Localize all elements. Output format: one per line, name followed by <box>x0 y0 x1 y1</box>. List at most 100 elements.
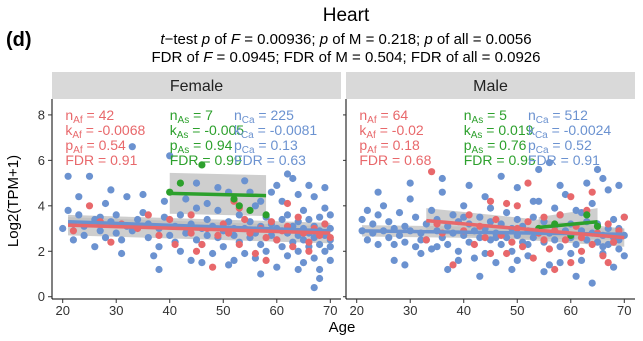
point-ca-male <box>444 222 452 230</box>
point-ca-female <box>310 254 318 262</box>
point-ca-male <box>481 249 489 258</box>
point-ca-female <box>101 199 110 208</box>
point-ca-male <box>476 234 484 242</box>
point-ca-male <box>567 249 575 258</box>
point-af-male <box>486 249 495 258</box>
strip-female <box>52 72 341 99</box>
annotation-n-ca-male: nCa = 512 <box>528 107 588 126</box>
point-ca-male <box>615 245 623 253</box>
point-ca-male <box>551 236 559 244</box>
point-ca-male <box>492 259 500 267</box>
point-af-male <box>519 243 527 251</box>
point-ca-male <box>583 179 591 187</box>
point-ca-male <box>556 181 564 189</box>
point-ca-female <box>214 206 222 214</box>
annotation-n-ca-female: nCa = 225 <box>234 107 294 126</box>
point-ca-female <box>257 270 265 278</box>
x-tick-label-female: 40 <box>163 303 177 318</box>
point-ca-female <box>182 195 190 203</box>
point-af-male <box>449 261 457 269</box>
y-tick-label: 6 <box>38 153 45 168</box>
strip-label-female: Female <box>170 78 223 95</box>
point-ca-female <box>134 215 142 224</box>
point-ca-male <box>374 188 382 196</box>
point-ca-male <box>412 213 420 221</box>
y-tick-label: 4 <box>38 198 45 213</box>
point-ca-male <box>417 236 425 244</box>
point-af-female <box>305 247 313 255</box>
point-af-female <box>187 229 195 237</box>
annotation-fdr-ca-male: FDR = 0.91 <box>528 152 600 168</box>
point-af-male <box>481 234 489 242</box>
point-as-female <box>246 206 254 214</box>
point-af-male <box>524 218 532 226</box>
point-ca-female <box>278 215 286 224</box>
point-ca-female <box>278 243 286 251</box>
annotation-fdr-as-male: FDR = 0.95 <box>464 152 536 168</box>
point-ca-male <box>395 231 404 239</box>
point-ca-female <box>316 213 324 221</box>
point-ca-male <box>401 222 409 230</box>
point-af-male <box>503 199 511 208</box>
point-af-male <box>588 188 596 196</box>
point-ca-female <box>112 211 120 219</box>
point-ca-male <box>460 213 468 221</box>
point-as-female <box>198 161 206 169</box>
point-af-male <box>529 254 537 262</box>
x-tick-label-male: 20 <box>349 303 363 318</box>
point-af-male <box>422 236 430 244</box>
point-af-male <box>610 238 618 246</box>
point-ca-female <box>118 249 126 258</box>
point-af-female <box>326 234 334 242</box>
point-ca-female <box>326 256 334 264</box>
point-ca-female <box>273 263 281 271</box>
point-af-male <box>556 211 564 219</box>
point-ca-female <box>294 265 302 274</box>
x-tick-label-female: 50 <box>216 303 230 318</box>
point-ca-female <box>310 284 318 292</box>
subtitle-line-1: t−test p of F = 0.00936; p of M = 0.218;… <box>160 31 531 48</box>
point-ca-female <box>176 247 184 255</box>
x-tick-label-male: 70 <box>617 303 631 318</box>
point-ca-male <box>454 247 462 255</box>
point-ca-female <box>278 197 286 205</box>
point-as-female <box>235 202 243 210</box>
point-af-male <box>567 193 575 201</box>
point-ca-male <box>529 197 537 205</box>
point-af-female <box>321 220 329 228</box>
point-af-female <box>262 234 270 242</box>
point-ca-female <box>321 247 329 255</box>
x-tick-label-male: 40 <box>457 303 471 318</box>
point-ca-male <box>449 211 457 219</box>
point-af-male <box>470 240 478 249</box>
point-af-female <box>209 263 217 271</box>
point-ca-female <box>192 179 201 187</box>
point-ca-male <box>551 204 559 212</box>
point-ca-male <box>540 268 548 276</box>
point-ca-male <box>529 234 537 242</box>
point-ca-male <box>561 190 570 199</box>
annotation-fdr-ca-female: FDR = 0.63 <box>234 152 306 168</box>
panel-label: (d) <box>6 29 32 51</box>
point-af-female <box>187 211 195 219</box>
point-ca-male <box>599 174 607 183</box>
point-ca-female <box>305 215 313 224</box>
x-tick-label-female: 60 <box>270 303 284 318</box>
point-ca-male <box>620 252 628 260</box>
point-ca-female <box>80 231 88 239</box>
point-ca-female <box>257 197 265 205</box>
point-af-female <box>241 215 249 224</box>
point-ca-female <box>273 181 281 189</box>
point-af-female <box>267 218 275 226</box>
point-af-male <box>567 259 575 267</box>
point-ca-male <box>588 199 596 208</box>
x-tick-label-male: 60 <box>564 303 578 318</box>
annotation-k-as-female: kAs = -0.005 <box>170 122 245 141</box>
point-ca-female <box>166 152 174 160</box>
point-af-female <box>155 231 163 239</box>
point-ca-female <box>289 174 297 183</box>
subtitle-line-2: FDR of F = 0.0945; FDR of M = 0.504; FDR… <box>152 49 541 66</box>
point-af-male <box>428 168 436 176</box>
